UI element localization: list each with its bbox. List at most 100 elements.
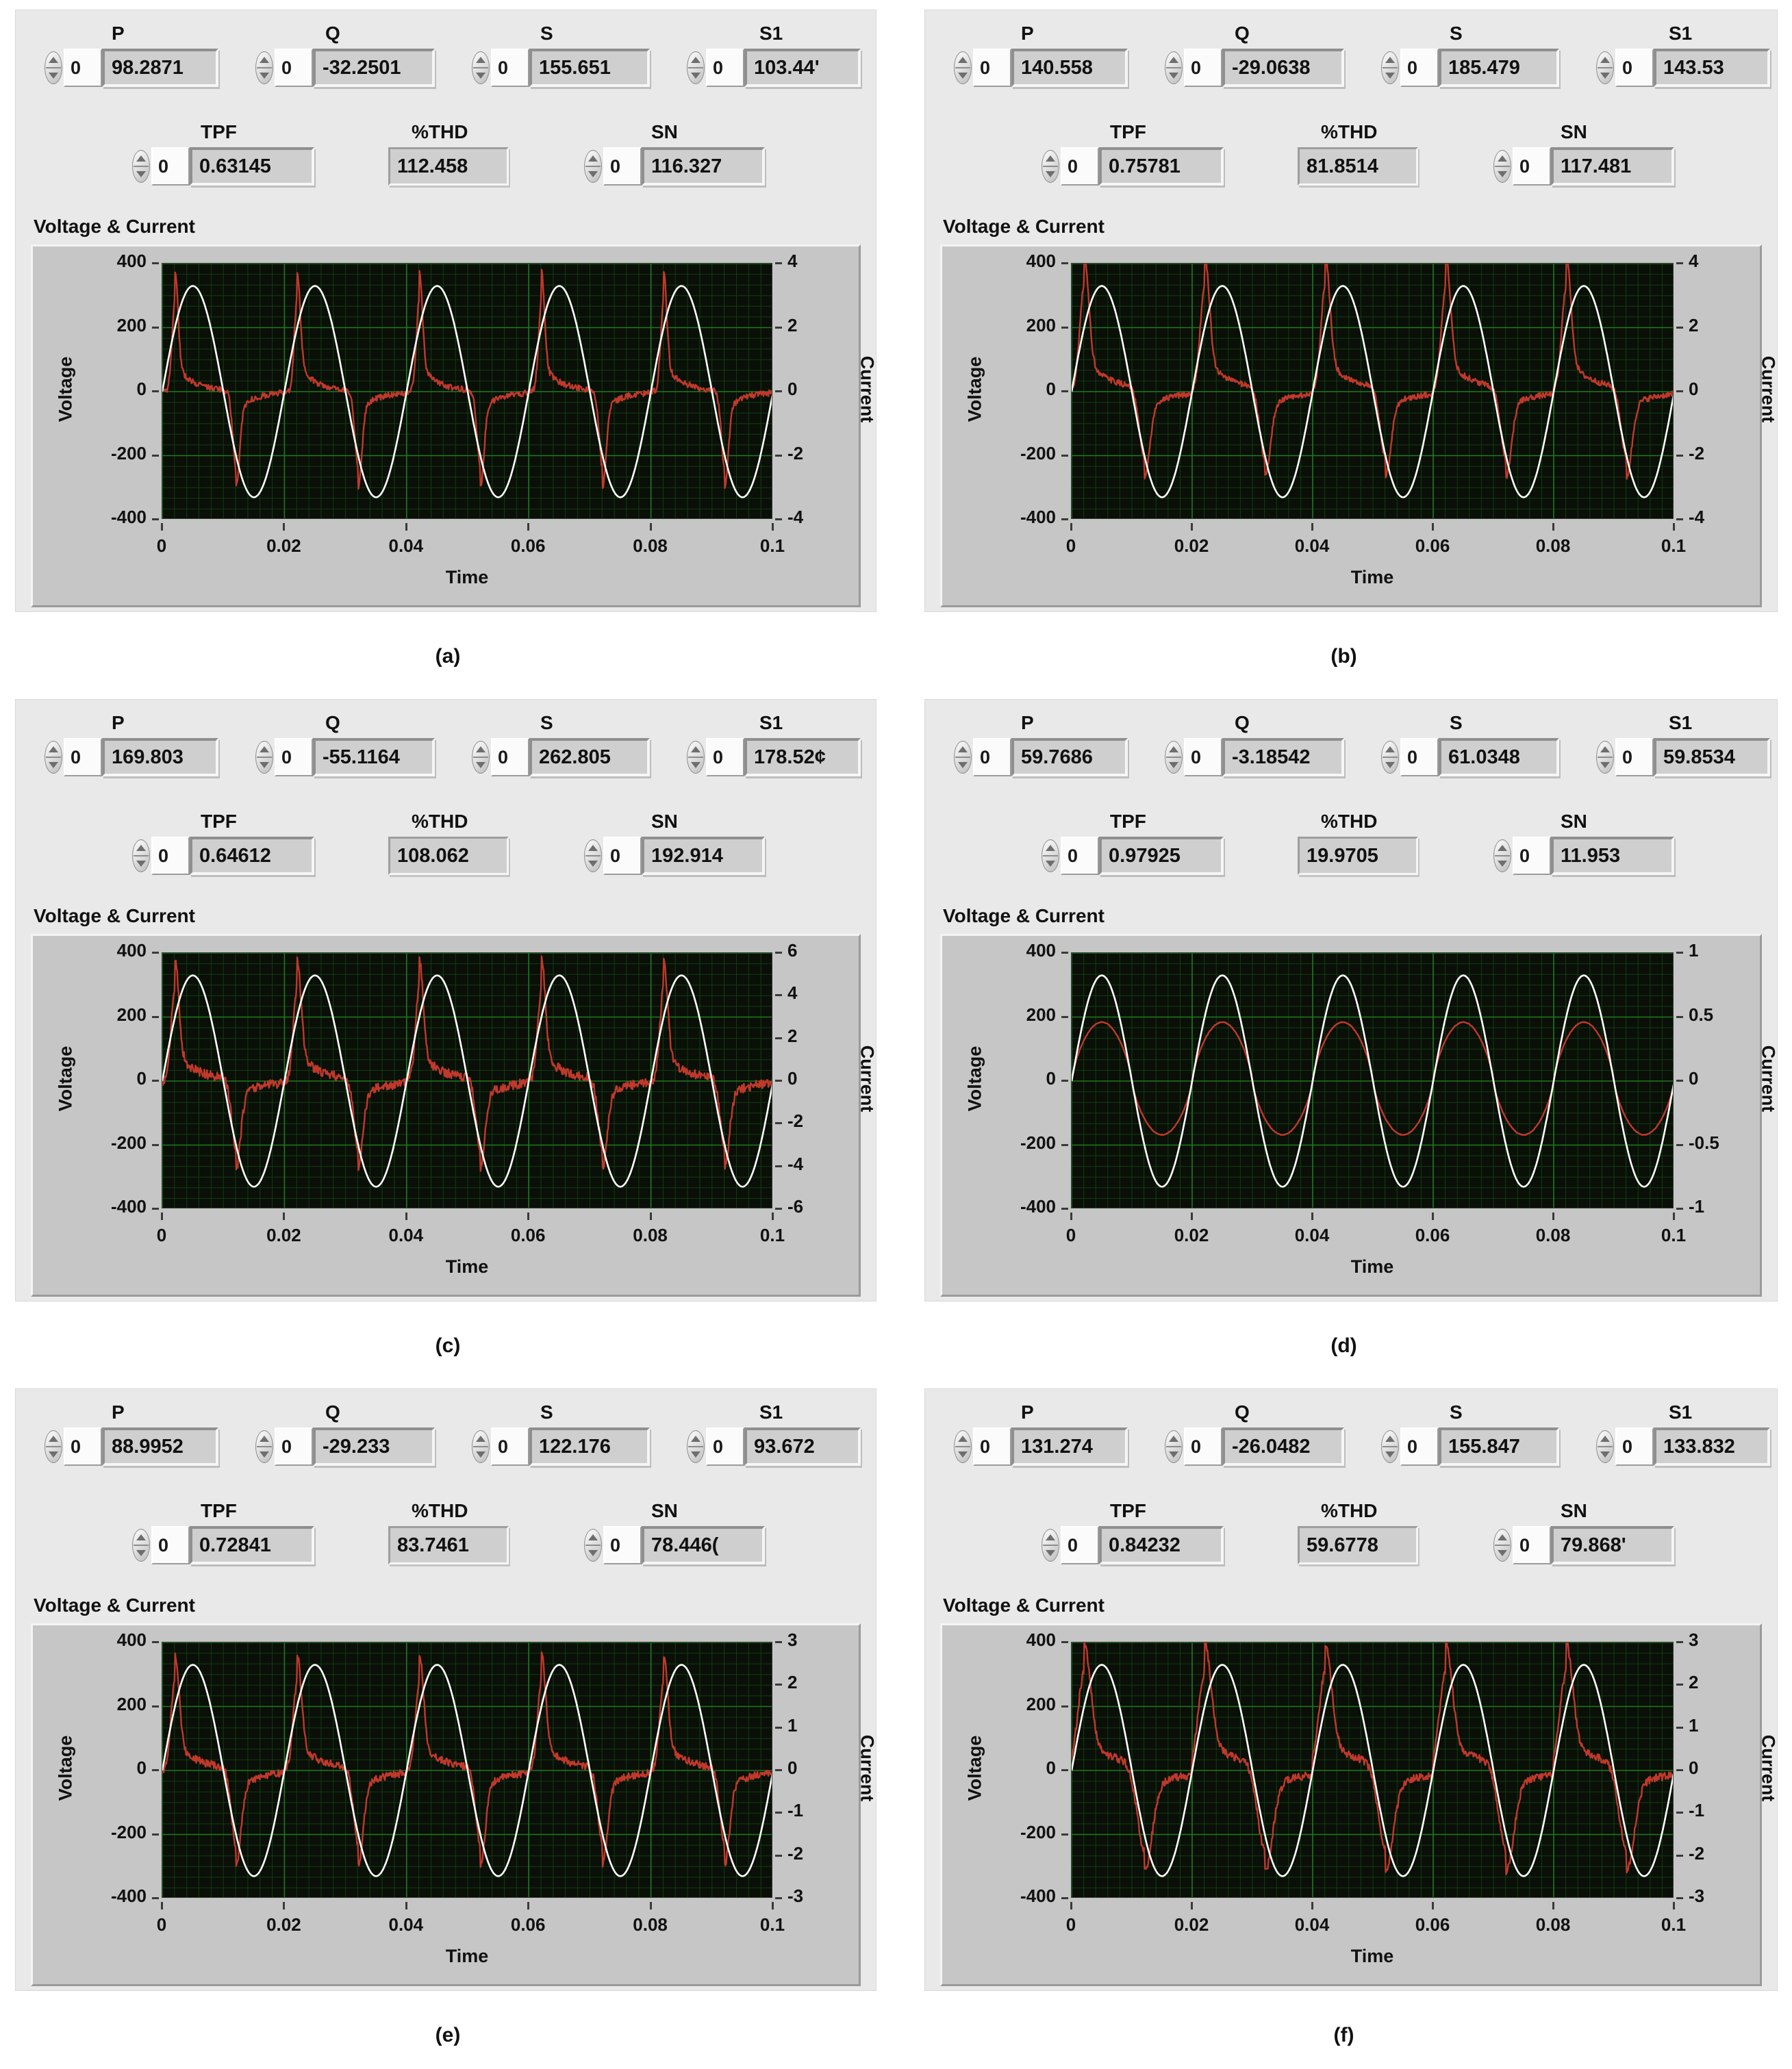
graph-container[interactable]: -400 -200 0 200 400 -1 -0.5 0 0.5 1 0 0.02 0.04 0.06 0… [940,934,1779,1297]
increment-value-tpf[interactable]: 0 [1061,147,1099,186]
spinner-s1[interactable] [1595,1429,1615,1464]
increment-value-s1[interactable]: 0 [706,49,744,87]
control-s1[interactable]: S1 0 93.672 [685,1401,861,1466]
increment-value-p[interactable]: 0 [973,49,1011,87]
increment-value-s1[interactable]: 0 [1615,1427,1654,1466]
control-thd[interactable]: %THD 112.458 [388,121,509,186]
spinner-s1[interactable] [685,739,706,775]
increment-value-s[interactable]: 0 [1400,738,1439,776]
spinner-s[interactable] [470,739,491,775]
control-sn[interactable]: SN 0 117.481 [1492,121,1674,186]
control-thd[interactable]: %THD 108.062 [388,811,509,875]
spinner-p[interactable] [952,50,973,86]
spinner-tpf[interactable] [131,1527,151,1563]
control-tpf[interactable]: TPF 0 0.64612 [131,811,314,875]
control-p[interactable]: P 0 169.803 [43,712,218,776]
spinner-q[interactable] [1163,50,1184,86]
control-s1[interactable]: S1 0 133.832 [1595,1401,1770,1466]
control-s1[interactable]: S1 0 178.52¢ [685,712,861,776]
increment-value-sn[interactable]: 0 [1513,837,1551,875]
control-thd[interactable]: %THD 83.7461 [388,1500,509,1564]
increment-value-tpf[interactable]: 0 [151,1526,190,1564]
spinner-p[interactable] [43,50,64,86]
spinner-s1[interactable] [1595,739,1615,775]
increment-value-sn[interactable]: 0 [603,837,642,875]
increment-value-tpf[interactable]: 0 [1061,837,1099,875]
control-p[interactable]: P 0 131.274 [952,1401,1128,1466]
increment-value-tpf[interactable]: 0 [1061,1526,1099,1564]
increment-value-p[interactable]: 0 [973,1427,1011,1466]
spinner-sn[interactable] [583,838,603,874]
increment-value-q[interactable]: 0 [1184,1427,1222,1466]
increment-value-q[interactable]: 0 [1184,738,1222,776]
graph-container[interactable]: -400 -200 0 200 400 -4 -2 0 2 4 0 0.02 0.04 0.06 0.08 0… [940,244,1779,607]
increment-value-q[interactable]: 0 [275,738,313,776]
increment-value-s1[interactable]: 0 [1615,49,1654,87]
spinner-tpf[interactable] [1040,838,1061,874]
increment-value-s[interactable]: 0 [491,49,529,87]
control-tpf[interactable]: TPF 0 0.72841 [131,1500,314,1564]
increment-value-q[interactable]: 0 [275,49,313,87]
increment-value-sn[interactable]: 0 [1513,147,1551,186]
spinner-sn[interactable] [1492,1527,1513,1563]
graph-container[interactable]: -400 -200 0 200 400 -6 -4 -2 0 2 4 6 0 0.02 0.04 0.06 0.… [31,934,878,1297]
control-thd[interactable]: %THD 81.8514 [1298,121,1418,186]
increment-value-p[interactable]: 0 [64,1427,102,1466]
increment-value-q[interactable]: 0 [1184,49,1222,87]
control-s1[interactable]: S1 0 143.53 [1595,23,1770,87]
control-sn[interactable]: SN 0 116.327 [583,121,765,186]
spinner-s[interactable] [470,1429,491,1464]
control-tpf[interactable]: TPF 0 0.84232 [1040,1500,1224,1564]
spinner-sn[interactable] [1492,149,1513,184]
control-q[interactable]: Q 0 -55.1164 [254,712,435,776]
increment-value-p[interactable]: 0 [64,738,102,776]
graph-container[interactable]: -400 -200 0 200 400 -4 -2 0 2 4 0 0.02 0.04 0.06 0.08 0… [31,244,878,607]
spinner-q[interactable] [254,739,275,775]
spinner-tpf[interactable] [131,149,151,184]
increment-value-s1[interactable]: 0 [706,738,744,776]
increment-value-sn[interactable]: 0 [603,1526,642,1564]
graph-container[interactable]: -400 -200 0 200 400 -3 -2 -1 0 1 2 3 0 0.02 0.04 0.06 0.… [31,1623,878,1986]
control-q[interactable]: Q 0 -29.233 [254,1401,435,1466]
spinner-s1[interactable] [685,50,706,86]
control-s[interactable]: S 0 262.805 [470,712,650,776]
increment-value-p[interactable]: 0 [64,49,102,87]
control-p[interactable]: P 0 98.2871 [43,23,218,87]
control-s[interactable]: S 0 185.479 [1380,23,1559,87]
control-s[interactable]: S 0 155.847 [1380,1401,1559,1466]
control-q[interactable]: Q 0 -3.18542 [1163,712,1344,776]
increment-value-tpf[interactable]: 0 [151,147,190,186]
increment-value-s[interactable]: 0 [491,738,529,776]
control-s1[interactable]: S1 0 59.8534 [1595,712,1770,776]
spinner-s[interactable] [470,50,491,86]
increment-value-s1[interactable]: 0 [1615,738,1654,776]
graph-container[interactable]: -400 -200 0 200 400 -3 -2 -1 0 1 2 3 0 0.02 0.04 0.06 0.… [940,1623,1779,1986]
spinner-q[interactable] [254,50,275,86]
increment-value-p[interactable]: 0 [973,738,1011,776]
control-tpf[interactable]: TPF 0 0.63145 [131,121,314,186]
spinner-s1[interactable] [685,1429,706,1464]
spinner-p[interactable] [952,1429,973,1464]
spinner-tpf[interactable] [1040,149,1061,184]
spinner-s[interactable] [1380,50,1400,86]
increment-value-tpf[interactable]: 0 [151,837,190,875]
control-p[interactable]: P 0 59.7686 [952,712,1128,776]
spinner-sn[interactable] [583,149,603,184]
control-sn[interactable]: SN 0 11.953 [1492,811,1674,875]
increment-value-sn[interactable]: 0 [1513,1526,1551,1564]
spinner-tpf[interactable] [131,838,151,874]
spinner-p[interactable] [43,739,64,775]
increment-value-q[interactable]: 0 [275,1427,313,1466]
increment-value-s[interactable]: 0 [491,1427,529,1466]
control-s[interactable]: S 0 61.0348 [1380,712,1559,776]
increment-value-sn[interactable]: 0 [603,147,642,186]
spinner-q[interactable] [254,1429,275,1464]
spinner-q[interactable] [1163,1429,1184,1464]
spinner-sn[interactable] [583,1527,603,1563]
spinner-tpf[interactable] [1040,1527,1061,1563]
control-thd[interactable]: %THD 19.9705 [1298,811,1418,875]
control-tpf[interactable]: TPF 0 0.97925 [1040,811,1224,875]
control-sn[interactable]: SN 0 78.446( [583,1500,765,1564]
spinner-sn[interactable] [1492,838,1513,874]
spinner-s1[interactable] [1595,50,1615,86]
